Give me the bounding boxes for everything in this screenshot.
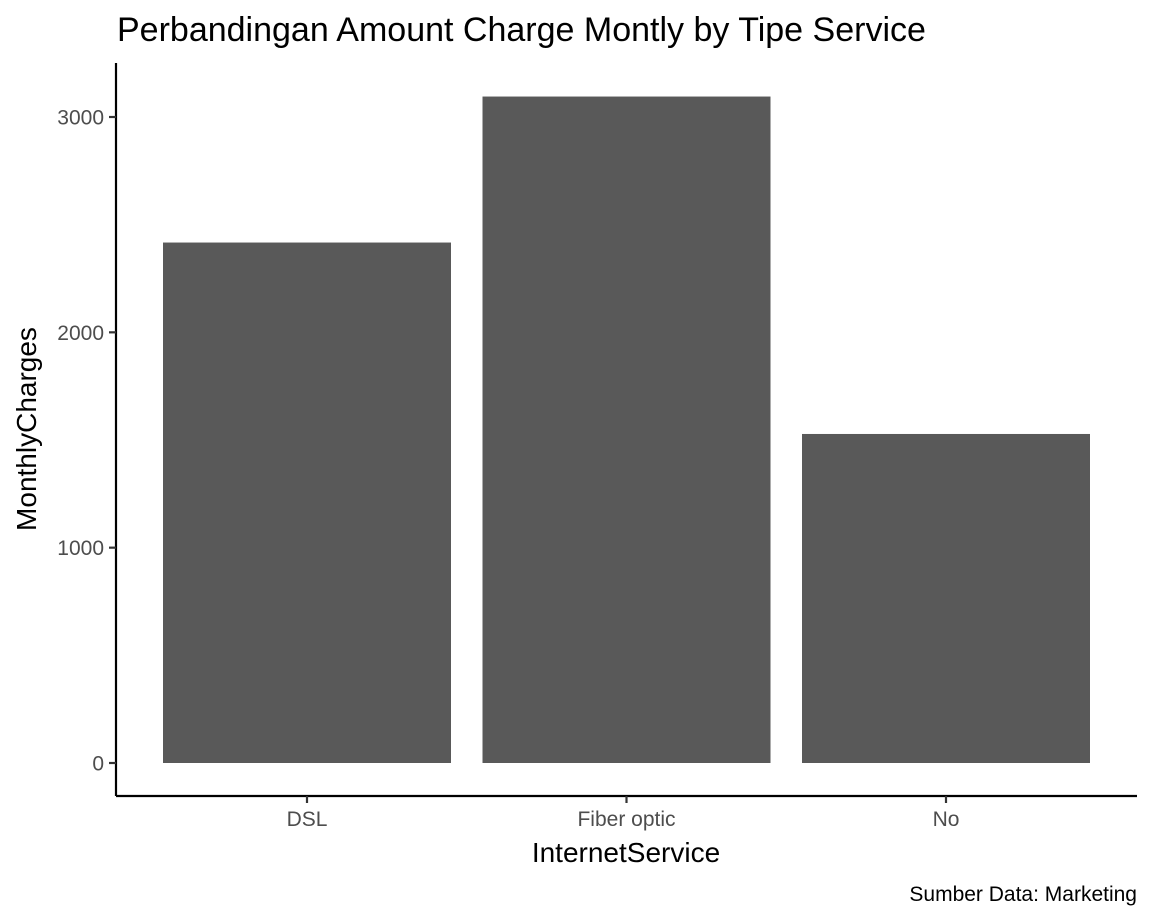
x-tick-label: Fiber optic [577,808,675,831]
x-tick-label: No [933,808,960,831]
x-axis: DSL Fiber optic No [116,794,1137,831]
y-tick-label: 1000 [57,537,104,560]
y-tick-label: 2000 [57,322,104,345]
chart-caption: Sumber Data: Marketing [909,883,1137,906]
bar-no [802,433,1090,763]
bars-group [163,96,1090,764]
y-tick-label: 3000 [57,107,104,130]
y-axis: 0 1000 2000 3000 [57,63,118,796]
y-tick-label: 0 [92,753,104,776]
chart-title: Perbandingan Amount Charge Montly by Tip… [117,11,926,49]
x-tick-label: DSL [287,808,328,831]
bar-fiber-optic [482,96,771,763]
x-axis-title: InternetService [532,837,720,868]
bar-dsl [163,242,451,764]
y-axis-title: MonthlyCharges [11,327,42,531]
